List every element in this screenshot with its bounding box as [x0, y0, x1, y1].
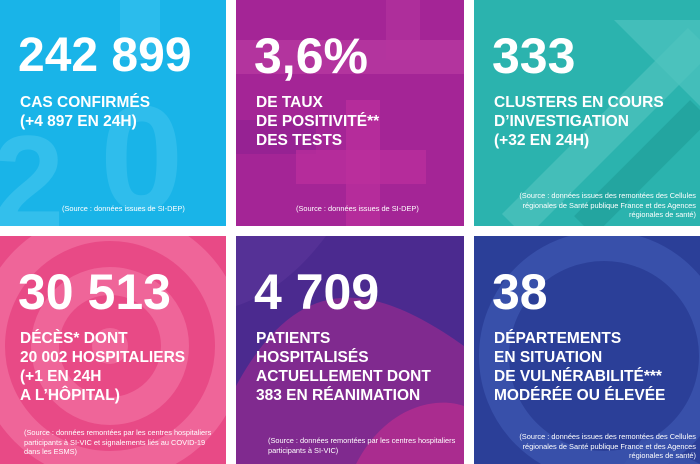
label-line: (+4 897 EN 24H) [20, 113, 137, 130]
source-note: (Source : données issues des remontées d… [519, 191, 696, 219]
tile-clusters: 333 CLUSTERS EN COURS D’INVESTIGATION (+… [474, 0, 700, 226]
label-line: DES TESTS [256, 132, 343, 149]
label-confirmed-cases: CAS CONFIRMÉS (+4 897 EN 24H) [20, 93, 150, 131]
value-positivity-rate: 3,6% [254, 28, 368, 84]
tile-departments: 38 DÉPARTEMENTS EN SITUATION DE VULNÉRAB… [474, 236, 700, 464]
label-hospitalized: PATIENTS HOSPITALISÉS ACTUELLEMENT DONT … [256, 329, 431, 405]
label-line: DE POSITIVITÉ** [256, 113, 380, 130]
source-note: (Source : données remontées par les cent… [268, 436, 456, 455]
value-hospitalized: 4 709 [254, 264, 380, 320]
label-clusters: CLUSTERS EN COURS D’INVESTIGATION (+32 E… [494, 93, 664, 150]
label-line: (+32 EN 24H) [494, 132, 590, 149]
value-departments: 38 [492, 264, 548, 320]
value-deaths: 30 513 [18, 264, 171, 320]
label-line: DÉCÈS* DONT [20, 330, 128, 347]
label-line: DE TAUX [256, 94, 323, 111]
label-line: HOSPITALISÉS [256, 349, 369, 366]
value-clusters: 333 [492, 28, 576, 84]
source-note: (Source : données issues de SI-DEP) [296, 204, 419, 213]
label-line: 20 002 HOSPITALIERS [20, 349, 186, 366]
label-line: DÉPARTEMENTS [494, 330, 622, 347]
label-deaths: DÉCÈS* DONT 20 002 HOSPITALIERS (+1 EN 2… [20, 329, 185, 405]
label-departments: DÉPARTEMENTS EN SITUATION DE VULNÉRABILI… [494, 329, 665, 405]
label-positivity-rate: DE TAUX DE POSITIVITÉ** DES TESTS [256, 93, 379, 150]
source-note: (Source : données issues de SI-DEP) [62, 204, 185, 213]
value-confirmed-cases: 242 899 [18, 29, 192, 82]
label-line: MODÉRÉE OU ÉLEVÉE [494, 387, 666, 404]
source-note: (Source : données remontées par les cent… [24, 428, 212, 456]
label-line: CAS CONFIRMÉS [20, 94, 151, 111]
tile-confirmed-cases: 2 0 242 899 CAS CONFIRMÉS (+4 897 EN 24H… [0, 0, 226, 226]
label-line: PATIENTS [256, 330, 331, 347]
label-line: EN SITUATION [494, 349, 603, 366]
label-line: CLUSTERS EN COURS [494, 94, 664, 111]
label-line: (+1 EN 24H [20, 368, 102, 385]
source-note: (Source : données issues des remontées d… [519, 432, 696, 460]
label-line: A L’HÔPITAL) [20, 387, 120, 404]
tile-hospitalized: 4 709 PATIENTS HOSPITALISÉS ACTUELLEMENT… [236, 236, 464, 464]
label-line: D’INVESTIGATION [494, 113, 629, 130]
label-line: ACTUELLEMENT DONT [256, 368, 431, 385]
label-line: DE VULNÉRABILITÉ*** [494, 368, 662, 385]
label-line: 383 EN RÉANIMATION [256, 387, 421, 404]
tile-positivity-rate: 3,6% DE TAUX DE POSITIVITÉ** DES TESTS (… [236, 0, 464, 226]
tile-deaths: 30 513 DÉCÈS* DONT 20 002 HOSPITALIERS (… [0, 236, 226, 464]
